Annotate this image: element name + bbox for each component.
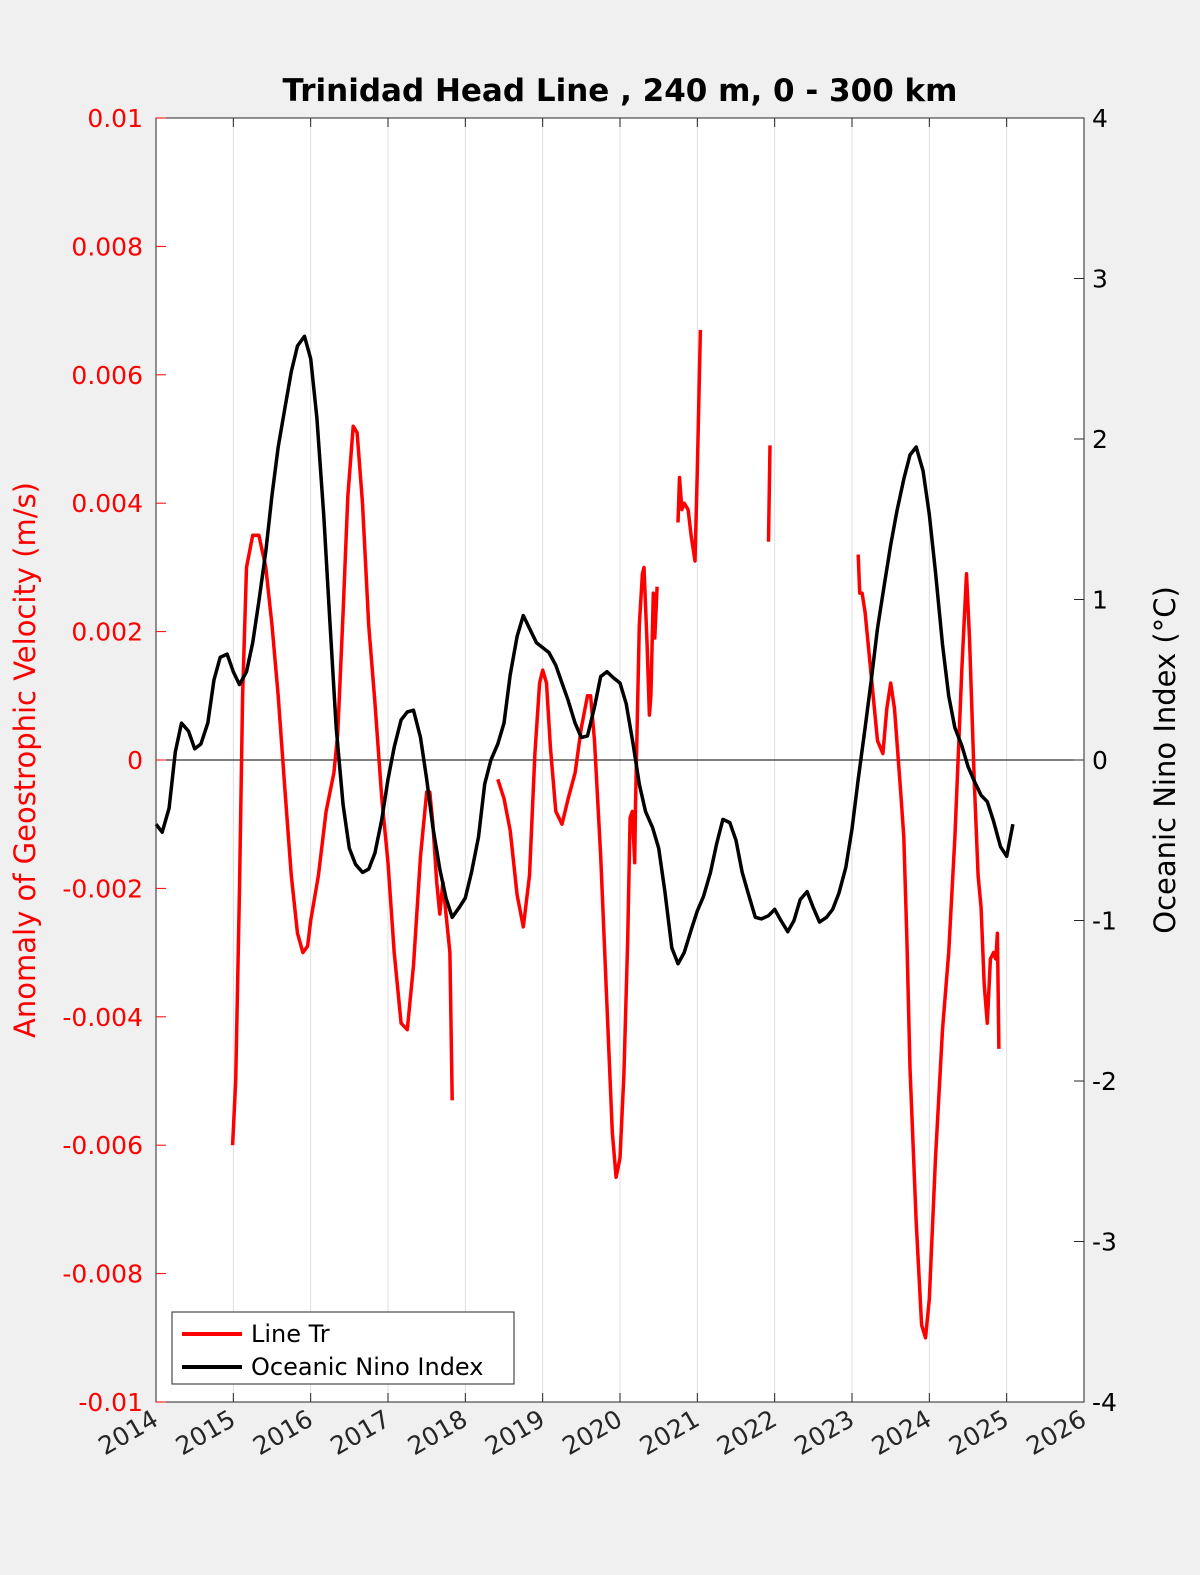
y-left-tick-label: 0.008 [71, 232, 143, 261]
y-left-tick-label: -0.004 [62, 1003, 143, 1032]
y-left-tick-label: -0.01 [78, 1388, 143, 1417]
y-left-tick-label: 0.01 [87, 104, 143, 133]
y-left-tick-label: -0.006 [62, 1131, 143, 1160]
y-left-tick-label: -0.002 [62, 874, 143, 903]
y-right-tick-label: -1 [1092, 907, 1117, 936]
y-right-tick-label: 3 [1092, 265, 1108, 294]
legend-label-line-tr: Line Tr [251, 1320, 330, 1348]
series-line-line-tr [856, 554, 1001, 1340]
data-series [154, 329, 1015, 1340]
y-right-tick-label: 1 [1092, 586, 1108, 615]
series-line-line-tr [766, 445, 772, 542]
y-right-tick-label: 4 [1092, 104, 1108, 133]
legend: Line Tr Oceanic Nino Index [171, 1311, 515, 1385]
chart-title: Trinidad Head Line , 240 m, 0 - 300 km [283, 73, 958, 109]
y-axis-left-label: Anomaly of Geostrophic Velocity (m/s) [8, 482, 42, 1038]
y-left-tick-label: 0.004 [71, 489, 143, 518]
series-line-line-tr [496, 565, 659, 1180]
legend-box [171, 1311, 515, 1385]
y-right-tick-label: 0 [1092, 746, 1108, 775]
y-right-tick-label: -4 [1092, 1388, 1117, 1417]
series-line-line-tr [676, 329, 703, 563]
y-left-tick-label: 0 [127, 746, 143, 775]
legend-label-oni: Oceanic Nino Index [251, 1353, 483, 1381]
y-right-tick-label: -3 [1092, 1228, 1117, 1257]
y-left-tick-label: 0.006 [71, 361, 143, 390]
y-right-tick-label: 2 [1092, 425, 1108, 454]
series-line-oceanic-nino-index [154, 334, 1015, 966]
y-left-tick-label: 0.002 [71, 618, 143, 647]
y-axis-right-label: Oceanic Nino Index (°C) [1148, 586, 1182, 934]
y-right-tick-label: -2 [1092, 1067, 1117, 1096]
y-left-tick-label: -0.008 [62, 1260, 143, 1289]
